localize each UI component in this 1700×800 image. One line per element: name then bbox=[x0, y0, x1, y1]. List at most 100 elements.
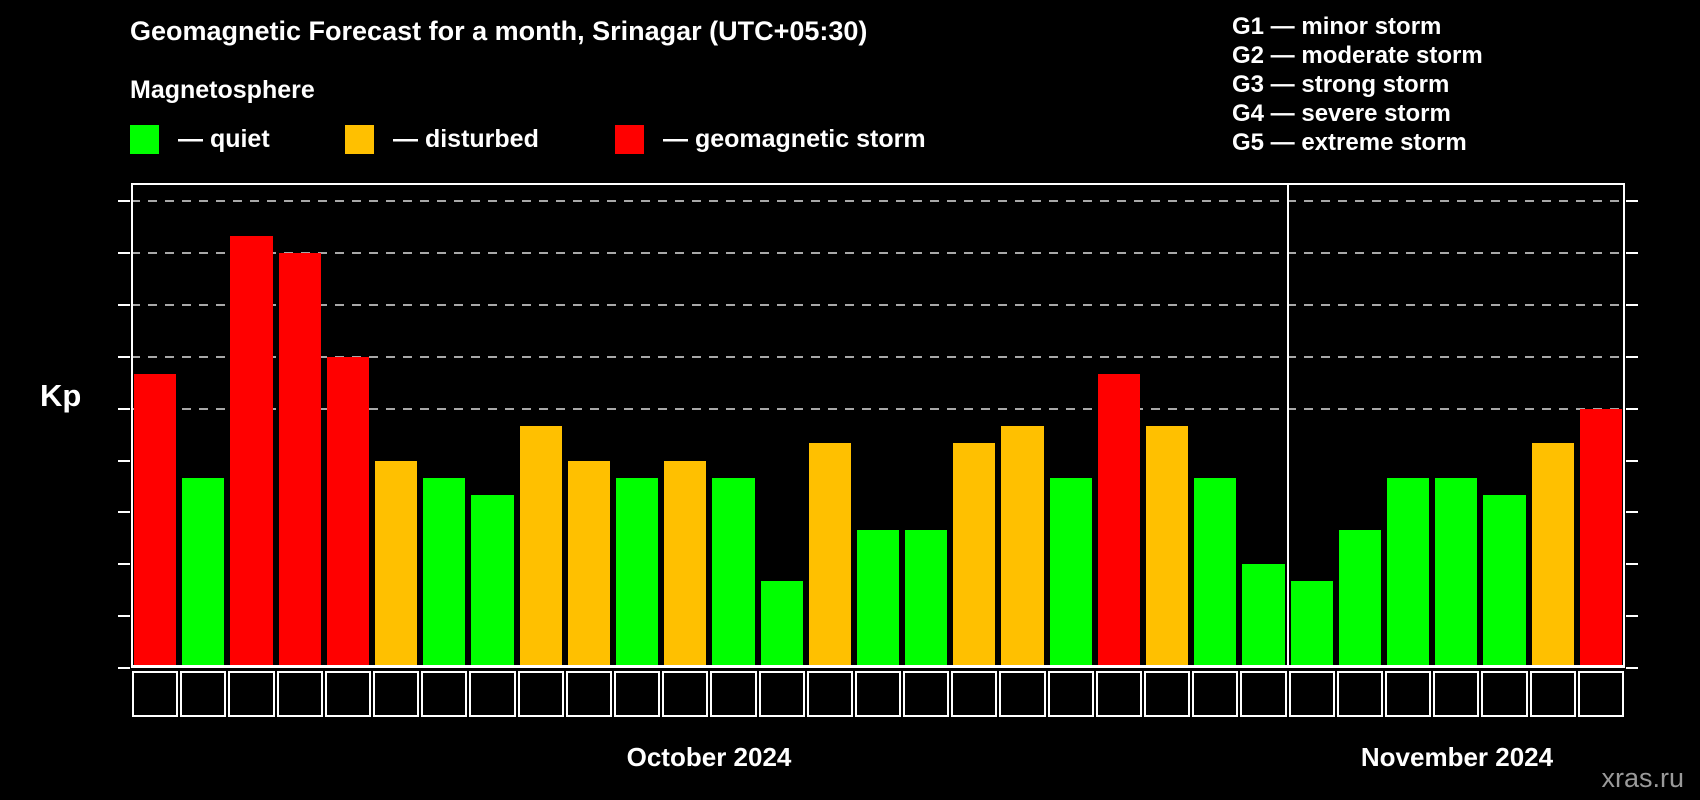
kp-bar-11 bbox=[278, 253, 321, 668]
day-label-04 bbox=[1433, 671, 1480, 717]
day-label-11 bbox=[276, 671, 323, 717]
kp-bar-26 bbox=[1001, 425, 1044, 668]
kp-bar-22 bbox=[808, 443, 851, 668]
day-label-06 bbox=[1529, 671, 1576, 717]
gridline-kp9 bbox=[131, 200, 1625, 203]
day-label-30 bbox=[1192, 671, 1239, 717]
y-tick-right-3 bbox=[1626, 511, 1638, 514]
gridline-kp5 bbox=[131, 407, 1625, 410]
kp-bar-16 bbox=[519, 425, 562, 668]
day-label-13 bbox=[372, 671, 420, 717]
day-label-22 bbox=[806, 671, 853, 717]
y-tick-left-5 bbox=[118, 407, 130, 410]
kp-bar-23 bbox=[856, 529, 900, 668]
gridline-kp7 bbox=[131, 303, 1625, 306]
day-label-23 bbox=[854, 671, 902, 717]
kp-bar-03 bbox=[1387, 477, 1430, 668]
day-label-02 bbox=[1336, 671, 1384, 717]
disturbed-color-swatch bbox=[345, 124, 374, 154]
y-tick-right-5 bbox=[1626, 407, 1638, 410]
day-label-15 bbox=[469, 671, 516, 717]
day-label-10 bbox=[228, 671, 275, 717]
y-tick-left-8 bbox=[118, 252, 130, 255]
y-tick-left-6 bbox=[118, 355, 130, 358]
day-label-18 bbox=[613, 671, 661, 717]
kp-bar-14 bbox=[423, 477, 466, 668]
day-label-05 bbox=[1481, 671, 1528, 717]
day-label-14 bbox=[421, 671, 468, 717]
day-label-26 bbox=[999, 671, 1046, 717]
chart-title: Geomagnetic Forecast for a month, Srinag… bbox=[130, 16, 868, 46]
kp-bar-08 bbox=[134, 373, 177, 668]
day-label-27 bbox=[1047, 671, 1094, 717]
kp-bar-29 bbox=[1146, 425, 1189, 668]
y-tick-left-7 bbox=[118, 303, 130, 306]
legend-label-storm: — geomagnetic storm bbox=[663, 124, 926, 153]
day-label-24 bbox=[903, 671, 950, 717]
kp-bar-19 bbox=[664, 460, 707, 668]
kp-bar-15 bbox=[471, 495, 514, 668]
y-tick-right-1 bbox=[1626, 615, 1638, 618]
kp-bar-17 bbox=[567, 460, 610, 668]
y-tick-right-9 bbox=[1626, 200, 1638, 203]
y-axis-title: Kp bbox=[40, 378, 82, 413]
y-tick-right-7 bbox=[1626, 303, 1638, 306]
day-label-08 bbox=[132, 671, 179, 717]
day-label-12 bbox=[324, 671, 371, 717]
kp-bar-25 bbox=[953, 443, 996, 668]
day-label-19 bbox=[662, 671, 709, 717]
day-label-28 bbox=[1095, 671, 1143, 717]
kp-bar-30 bbox=[1194, 477, 1237, 668]
storm-scale-g3: G3 — strong storm bbox=[1232, 71, 1450, 98]
day-label-03 bbox=[1385, 671, 1432, 717]
legend-label-quiet: — quiet bbox=[178, 124, 270, 153]
kp-bar-28 bbox=[1097, 373, 1141, 668]
month-label-october: October 2024 bbox=[626, 742, 792, 772]
legend-item-storm: — geomagnetic storm bbox=[615, 124, 926, 154]
y-tick-right-8 bbox=[1626, 252, 1638, 255]
y-tick-right-0 bbox=[1626, 667, 1638, 669]
day-label-20 bbox=[710, 671, 757, 717]
day-label-09 bbox=[180, 671, 227, 717]
day-label-25 bbox=[951, 671, 998, 717]
y-tick-left-0 bbox=[118, 667, 130, 669]
storm-color-swatch bbox=[615, 124, 644, 154]
legend-item-disturbed: — disturbed bbox=[345, 124, 539, 154]
y-tick-left-9 bbox=[118, 200, 130, 203]
gridline-kp8 bbox=[131, 252, 1625, 255]
month-separator-0 bbox=[1286, 183, 1289, 668]
day-label-16 bbox=[517, 671, 564, 717]
day-label-01 bbox=[1288, 671, 1335, 717]
day-label-21 bbox=[758, 671, 805, 717]
kp-bar-01 bbox=[1290, 581, 1333, 668]
legend-label-disturbed: — disturbed bbox=[393, 124, 539, 153]
kp-bar-31 bbox=[1242, 564, 1285, 668]
kp-bar-05 bbox=[1483, 495, 1526, 668]
kp-bar-24 bbox=[905, 529, 948, 668]
y-tick-right-6 bbox=[1626, 355, 1638, 358]
storm-scale-legend: G1 — minor storm G2 — moderate storm G3 … bbox=[1232, 12, 1483, 157]
kp-bar-04 bbox=[1435, 477, 1478, 668]
day-label-17 bbox=[565, 671, 612, 717]
y-tick-right-2 bbox=[1626, 563, 1638, 566]
legend-item-quiet: — quiet bbox=[130, 124, 270, 154]
storm-scale-g4: G4 — severe storm bbox=[1232, 100, 1451, 127]
month-label-november: November 2024 bbox=[1360, 742, 1554, 772]
kp-bar-09 bbox=[182, 477, 225, 668]
day-label-07 bbox=[1577, 671, 1624, 717]
plot-area bbox=[131, 183, 1625, 668]
storm-scale-g5: G5 — extreme storm bbox=[1232, 129, 1467, 156]
kp-bar-12 bbox=[326, 356, 369, 668]
kp-bar-10 bbox=[230, 235, 273, 668]
quiet-color-swatch bbox=[130, 124, 159, 154]
day-label-31 bbox=[1240, 671, 1287, 717]
kp-bar-21 bbox=[760, 581, 803, 668]
gridline-kp6 bbox=[131, 355, 1625, 358]
storm-scale-g2: G2 — moderate storm bbox=[1232, 42, 1483, 69]
kp-bar-27 bbox=[1049, 477, 1092, 668]
watermark: xras.ru bbox=[1601, 763, 1684, 793]
kp-bar-02 bbox=[1338, 529, 1382, 668]
kp-bar-20 bbox=[712, 477, 755, 668]
kp-bar-18 bbox=[615, 477, 659, 668]
